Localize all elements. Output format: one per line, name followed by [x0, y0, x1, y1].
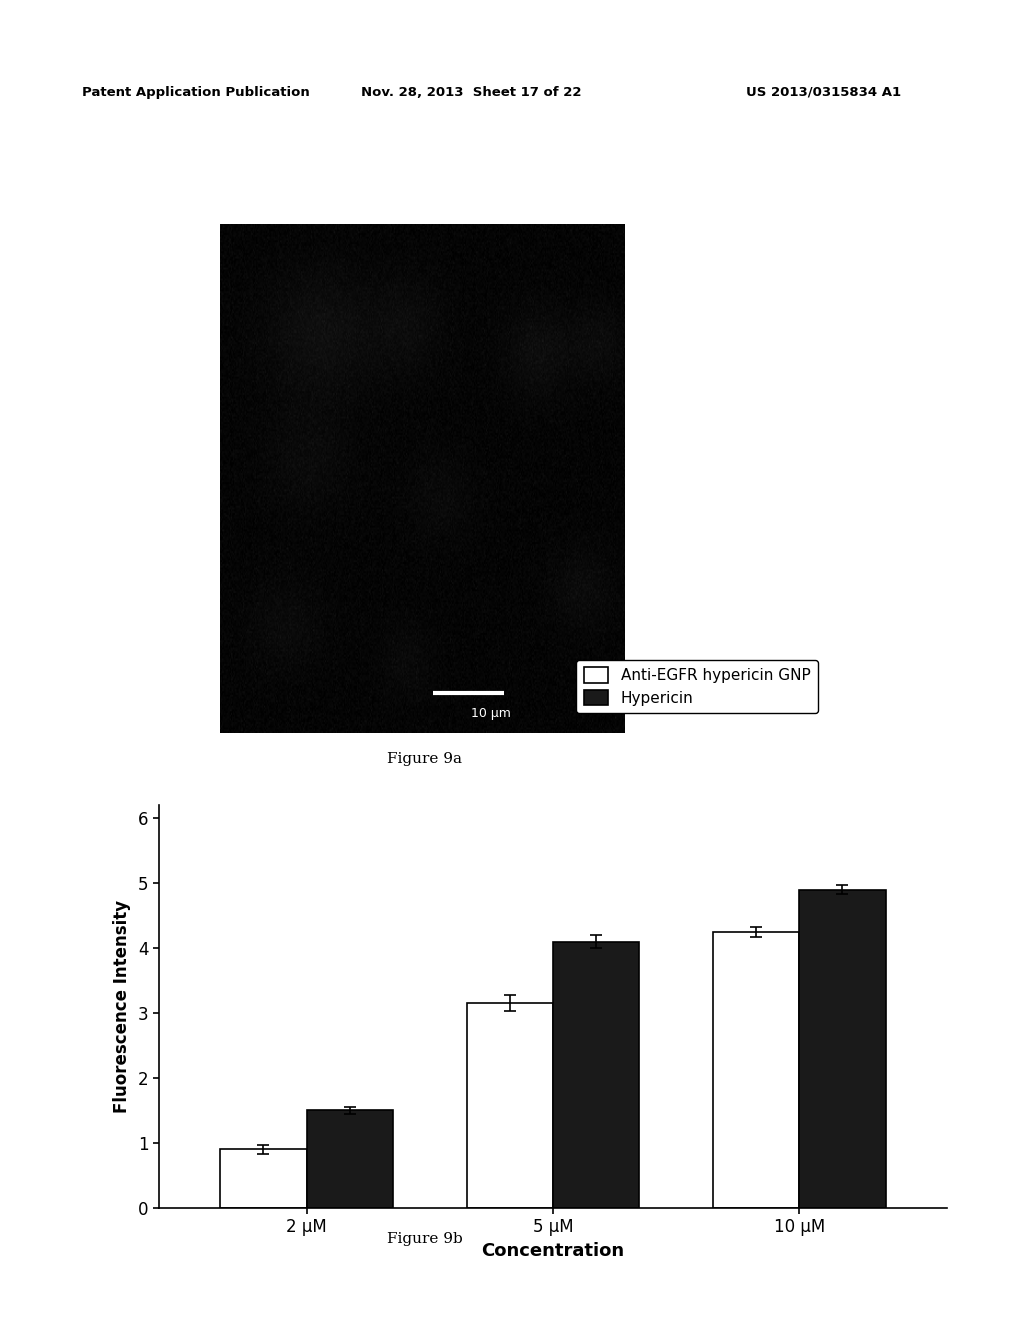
Bar	[800, 890, 886, 1208]
Text: US 2013/0315834 A1: US 2013/0315834 A1	[746, 86, 901, 99]
Text: Patent Application Publication: Patent Application Publication	[82, 86, 309, 99]
Y-axis label: Fluorescence Intensity: Fluorescence Intensity	[113, 900, 131, 1113]
Bar	[553, 941, 639, 1208]
Text: Figure 9a: Figure 9a	[387, 752, 463, 767]
Text: Nov. 28, 2013  Sheet 17 of 22: Nov. 28, 2013 Sheet 17 of 22	[360, 86, 582, 99]
Bar	[220, 1150, 306, 1208]
Bar	[306, 1110, 393, 1208]
Bar	[467, 1003, 553, 1208]
X-axis label: Concentration: Concentration	[481, 1242, 625, 1259]
Legend: Anti-EGFR hypericin GNP, Hypericin: Anti-EGFR hypericin GNP, Hypericin	[577, 660, 818, 713]
Text: 10 μm: 10 μm	[471, 708, 511, 721]
Bar	[713, 932, 800, 1208]
Text: Figure 9b: Figure 9b	[387, 1232, 463, 1246]
